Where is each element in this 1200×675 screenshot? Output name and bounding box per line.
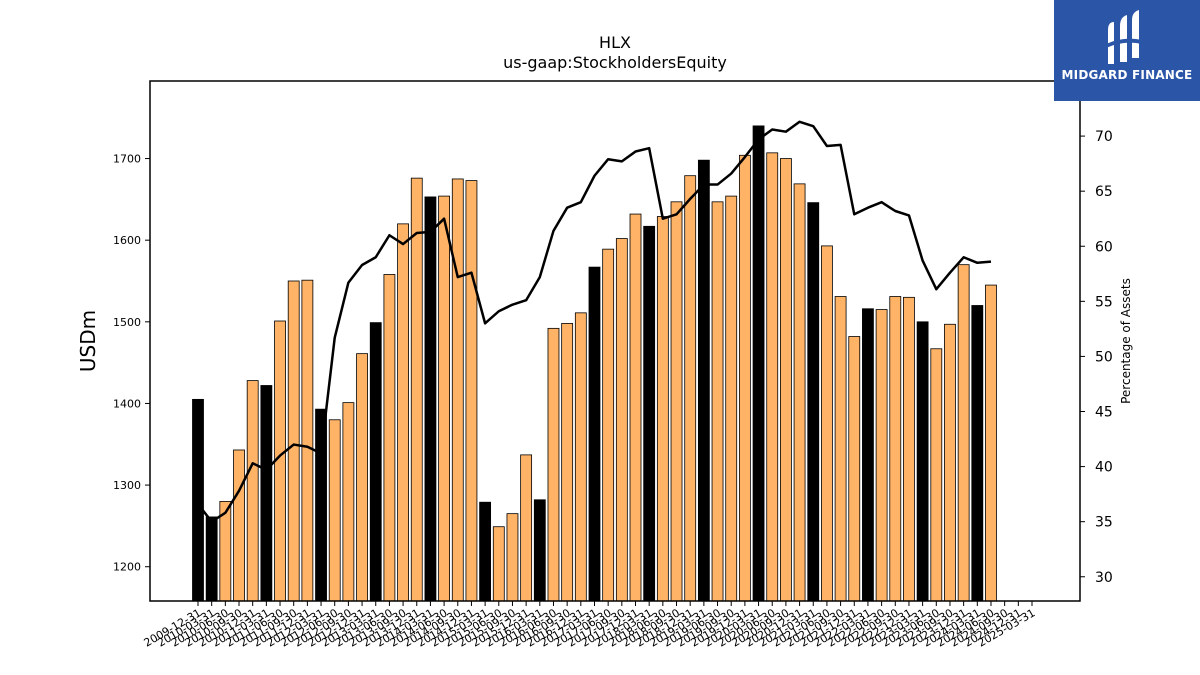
y2-tick-label: 40 [1095, 460, 1113, 476]
bar-2021-06-30 [821, 245, 833, 602]
bar-2023-06-30 [930, 348, 943, 602]
bar-2017-09-30 [615, 238, 628, 602]
bar-2019-09-30 [725, 195, 738, 602]
y2-tick-label: 50 [1095, 349, 1113, 365]
bar-2012-09-30 [342, 402, 355, 602]
bar-2015-09-30 [506, 513, 519, 602]
bar-2010-12-31 [246, 380, 259, 602]
bar-2016-09-30 [561, 323, 574, 602]
bar-2024-03-31 [971, 305, 984, 602]
bar-2013-03-31 [369, 322, 382, 602]
y-tick-label: 1300 [113, 479, 141, 492]
bar-2018-12-31 [684, 175, 697, 602]
bar-2012-12-31 [356, 353, 368, 602]
bar-2022-09-30 [889, 296, 902, 602]
bar-2016-03-31 [533, 499, 546, 602]
bar-2019-06-30 [711, 201, 724, 602]
bar-2010-03-31 [205, 516, 218, 602]
y-tick-label: 1700 [113, 153, 141, 166]
y2-tick-label: 35 [1095, 515, 1113, 531]
logo-text: MIDGARD FINANCE [1061, 68, 1193, 82]
bar-2023-03-31 [916, 321, 929, 602]
bar-2022-03-31 [862, 308, 874, 602]
bar-2014-03-31 [424, 196, 437, 602]
bar-2010-09-30 [233, 449, 245, 602]
bar-2024-06-30 [985, 284, 997, 602]
plot-frame [149, 80, 1081, 602]
bar-2018-06-30 [656, 216, 669, 602]
bar-2020-03-31 [752, 125, 765, 602]
y2-tick-label: 60 [1095, 239, 1113, 255]
logo-mark-icon [1106, 10, 1142, 64]
bar-2016-06-30 [547, 327, 560, 602]
bar-2021-09-30 [834, 296, 847, 602]
y-tick-label: 1600 [113, 234, 141, 247]
bar-2023-09-30 [944, 323, 956, 602]
y2-tick-label: 30 [1095, 570, 1113, 586]
bar-2011-09-30 [287, 280, 300, 602]
y2-tick-label: 55 [1095, 294, 1113, 310]
bar-2023-12-31 [957, 264, 970, 602]
bar-2020-06-30 [766, 152, 779, 602]
y-tick-label: 1200 [113, 561, 141, 574]
bar-2018-03-31 [643, 225, 656, 602]
bar-2019-03-31 [697, 159, 710, 602]
line-series-percentage-of-assets [197, 120, 992, 523]
line-series-layer [197, 120, 992, 523]
bar-2015-03-31 [479, 501, 492, 602]
bar-2020-09-30 [780, 158, 792, 602]
chart-title: HLX [599, 33, 631, 52]
bar-2017-06-30 [602, 248, 615, 602]
bar-2021-03-31 [807, 202, 820, 602]
bar-2011-03-31 [260, 385, 273, 602]
y-tick-label: 1400 [113, 397, 141, 410]
bar-2019-12-31 [738, 154, 751, 602]
bar-2016-12-31 [574, 312, 587, 602]
bar-2017-03-31 [588, 266, 601, 602]
y2-tick-label: 65 [1095, 184, 1113, 200]
bar-2018-09-30 [670, 201, 683, 602]
y2-tick-label: 70 [1095, 129, 1113, 145]
bar-2020-12-31 [793, 183, 806, 602]
y-axis-left: 1200 1300 1400 1500 1600 1700 [113, 153, 150, 574]
bar-2012-03-31 [315, 408, 327, 602]
bar-2013-06-30 [383, 274, 396, 602]
y-axis-right: 30 35 40 45 50 55 60 65 70 [1080, 129, 1113, 586]
y-tick-label: 1500 [113, 316, 141, 329]
bar-2015-06-30 [492, 526, 505, 602]
y2-tick-label: 45 [1095, 405, 1113, 421]
y-axis-label: USDm [76, 310, 100, 372]
bar-2009-12-31 [192, 398, 204, 602]
bar-2013-12-31 [410, 177, 423, 602]
brand-logo: MIDGARD FINANCE [1054, 0, 1200, 101]
bar-2014-09-30 [451, 178, 464, 602]
bar-series [192, 125, 997, 602]
bar-2014-12-31 [465, 180, 478, 602]
bar-2022-12-31 [903, 296, 915, 602]
bar-2013-09-30 [397, 223, 409, 602]
bar-2021-12-31 [848, 336, 861, 602]
bar-2015-12-31 [520, 454, 533, 602]
chart-subtitle: us-gaap:StockholdersEquity [503, 53, 727, 72]
bar-2011-12-31 [301, 279, 314, 602]
bar-2017-12-31 [629, 213, 642, 602]
x-axis: 2009-12-312010-03-312010-06-302010-09-30… [142, 601, 1038, 650]
bar-2022-06-30 [875, 309, 888, 602]
bar-2012-06-30 [328, 419, 341, 602]
bar-2014-06-30 [438, 195, 451, 602]
y2-axis-label: Percentage of Assets [1119, 278, 1133, 404]
